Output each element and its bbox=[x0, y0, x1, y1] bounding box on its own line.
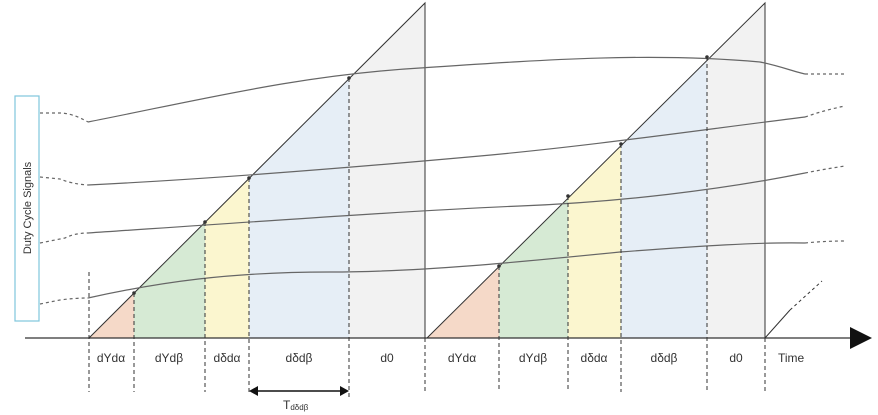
segment-label: dδdβ bbox=[286, 351, 313, 365]
period-label-main: T bbox=[283, 398, 291, 412]
segment-label: dδdβ bbox=[651, 351, 678, 365]
period-marker: Tdδdβ bbox=[249, 386, 349, 412]
intersection-dot bbox=[566, 194, 570, 198]
region-dYdbeta-2 bbox=[499, 3, 568, 338]
intersection-dot bbox=[203, 220, 207, 224]
period-label: Tdδdβ bbox=[283, 398, 309, 412]
intersection-dot bbox=[705, 55, 709, 59]
segment-labels: dYdα dYdβ dδdα dδdβ d0 dYdα dYdβ dδdα dδ… bbox=[97, 351, 743, 365]
intersection-dot bbox=[132, 291, 136, 295]
segment-label: dYdα bbox=[97, 351, 125, 365]
intersection-dot bbox=[497, 264, 501, 268]
intersection-dot bbox=[347, 76, 351, 80]
region-d0-2 bbox=[707, 3, 765, 338]
time-axis-label: Time bbox=[778, 351, 805, 365]
duty-signal-4 bbox=[87, 242, 806, 299]
duty-signal-3 bbox=[87, 172, 806, 234]
duty-signal-4-left-ext bbox=[39, 297, 89, 305]
duty-signal-2-left-ext bbox=[39, 176, 89, 186]
duty-signal-4-right-ext bbox=[804, 240, 846, 244]
duty-signal-3-right-ext bbox=[804, 165, 846, 174]
period-arrow-right-head bbox=[340, 386, 349, 396]
region-ddeltadalpha-2 bbox=[568, 3, 621, 338]
sawtooth-3-ramp bbox=[764, 309, 791, 339]
region-ddeltadbeta-1 bbox=[249, 3, 349, 338]
duty-signal-2 bbox=[87, 116, 806, 186]
segment-label: dYdβ bbox=[519, 351, 547, 365]
region-d0-1 bbox=[349, 3, 425, 338]
duty-cycle-curve-extensions bbox=[39, 73, 846, 305]
intersection-dot bbox=[247, 176, 251, 180]
intersection-points bbox=[132, 55, 709, 295]
segment-label: d0 bbox=[380, 351, 394, 365]
duty-signal-3-left-ext bbox=[39, 232, 89, 244]
region-ddeltadbeta-2 bbox=[621, 3, 707, 338]
segment-label: d0 bbox=[729, 351, 743, 365]
region-dYdalpha-2 bbox=[427, 3, 499, 338]
duty-signal-1 bbox=[87, 56, 806, 123]
period-arrow-left-head bbox=[249, 386, 258, 396]
duty-cycle-signals-label: Duty Cycle Signals bbox=[22, 161, 34, 254]
segment-label: dYdβ bbox=[155, 351, 183, 365]
region-dYdbeta-1 bbox=[134, 3, 205, 338]
segment-label: dYdα bbox=[448, 351, 476, 365]
region-dYdalpha-1 bbox=[89, 3, 134, 338]
intersection-dot bbox=[619, 142, 623, 146]
duty-cycle-signals-box bbox=[14, 95, 40, 322]
sawtooth-3-ramp-dashed bbox=[789, 280, 823, 311]
duty-cycle-curves bbox=[87, 56, 806, 299]
segment-label: dδdα bbox=[214, 351, 241, 365]
duty-signal-1-left-ext bbox=[40, 112, 89, 123]
segment-dividers bbox=[88, 57, 766, 400]
segment-label: dδdα bbox=[581, 351, 608, 365]
duty-signal-2-right-ext bbox=[804, 105, 846, 118]
time-axis-arrowhead bbox=[850, 327, 872, 349]
region-ddeltadalpha-1 bbox=[205, 3, 249, 338]
period-label-sub: dδdβ bbox=[290, 403, 308, 412]
